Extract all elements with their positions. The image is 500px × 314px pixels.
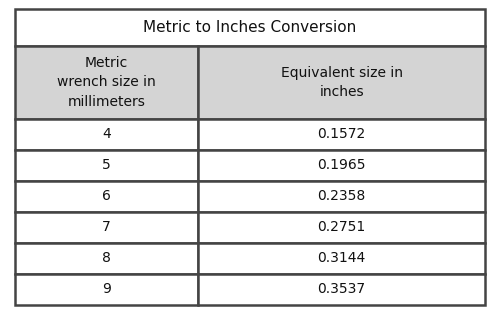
Text: 4: 4 — [102, 127, 111, 141]
Text: 5: 5 — [102, 158, 111, 172]
Text: 0.3537: 0.3537 — [318, 282, 366, 296]
Text: 8: 8 — [102, 251, 111, 265]
Bar — [15, 119, 198, 149]
Bar — [15, 9, 485, 46]
Bar — [15, 212, 198, 243]
Bar — [198, 181, 485, 212]
Bar — [198, 119, 485, 149]
Text: Equivalent size in
inches: Equivalent size in inches — [280, 66, 402, 99]
Bar — [15, 46, 198, 119]
Bar — [198, 212, 485, 243]
Bar — [15, 273, 198, 305]
Text: 0.2358: 0.2358 — [318, 189, 366, 203]
Bar — [15, 243, 198, 273]
Bar — [15, 181, 198, 212]
Text: Metric to Inches Conversion: Metric to Inches Conversion — [144, 20, 356, 35]
Text: 6: 6 — [102, 189, 111, 203]
Text: 9: 9 — [102, 282, 111, 296]
Text: 7: 7 — [102, 220, 111, 234]
Text: 0.1572: 0.1572 — [318, 127, 366, 141]
Text: 0.1965: 0.1965 — [318, 158, 366, 172]
Text: 0.2751: 0.2751 — [318, 220, 366, 234]
Bar — [198, 149, 485, 181]
Bar — [198, 243, 485, 273]
Text: 0.3144: 0.3144 — [318, 251, 366, 265]
Bar — [198, 46, 485, 119]
Bar — [15, 149, 198, 181]
Text: Metric
wrench size in
millimeters: Metric wrench size in millimeters — [58, 56, 156, 109]
Bar — [198, 273, 485, 305]
